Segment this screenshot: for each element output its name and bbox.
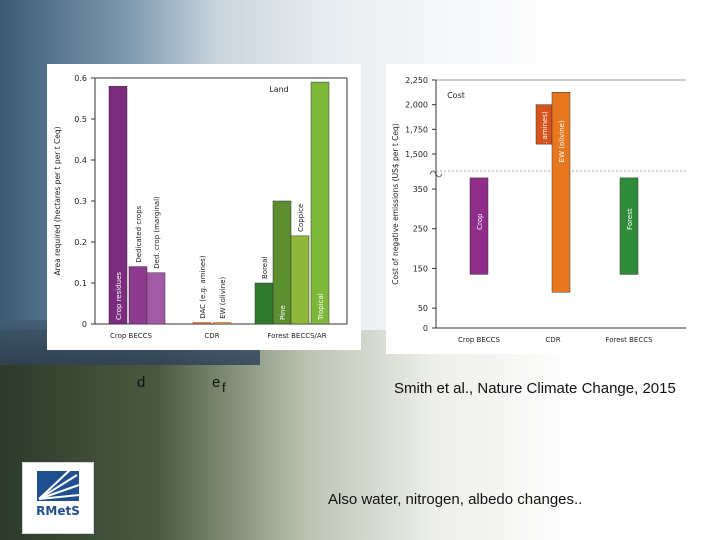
y-tick-label: 150 <box>413 264 428 273</box>
x-group-label: CDR <box>204 332 219 340</box>
bar <box>619 177 639 275</box>
panel-letter-e: e <box>212 374 221 391</box>
y-axis-title: Cost of negative emissions (US$ per t Ce… <box>391 123 400 285</box>
bar-label: Crop <box>476 213 484 230</box>
y-axis-title: Area required (hectares per t per t Ceq) <box>53 126 62 275</box>
y-tick-label: 0.5 <box>74 115 87 124</box>
bar <box>469 177 489 275</box>
bar <box>146 272 166 325</box>
y-tick-label: 1,500 <box>405 150 428 159</box>
bar-label: DAC (e.g. amines) <box>541 111 549 175</box>
y-tick-label: 0.2 <box>74 238 87 247</box>
bar-label: EW (olivine) <box>219 276 227 318</box>
x-group-label: Forest BECCS <box>605 336 653 344</box>
bar <box>108 85 128 325</box>
rmets-logo-graphic: RMetS <box>36 468 80 518</box>
chart-title: Land <box>269 85 289 94</box>
bar-label: Ded. crop (marginal) <box>153 196 161 269</box>
y-tick-label: 2,250 <box>405 76 428 85</box>
y-tick-label: 0.6 <box>74 74 87 83</box>
note-text: Also water, nitrogen, albedo changes.. <box>328 491 583 508</box>
y-tick-label: 0 <box>82 320 87 329</box>
bar-label: Crop residues <box>115 272 123 320</box>
bar-label: DAC (e.g. amines) <box>199 255 207 319</box>
cost-bar-chart: 0 50 150 250 350 1,500 1,750 2,000 2,250 Cost of … <box>391 76 686 344</box>
bar-label: EW (olivine) <box>558 120 566 162</box>
axis-break-mark <box>429 170 443 178</box>
panel-letter-d: d <box>137 374 146 391</box>
bar <box>551 92 571 293</box>
bar <box>290 235 310 325</box>
land-bar-chart: 0 0.1 0.2 0.3 0.4 0.5 0.6 Area required (hectar… <box>53 74 348 340</box>
bar <box>192 322 212 325</box>
landscape-background <box>0 330 720 540</box>
y-tick-label: 250 <box>413 225 428 234</box>
y-tick-label: 0.4 <box>74 156 87 165</box>
bar-label: Tropical <box>317 293 325 321</box>
rmets-logo: RMetS <box>22 462 94 534</box>
citation-text: Smith et al., Nature Climate Change, 201… <box>394 380 676 397</box>
bar-label: Forest <box>626 208 634 230</box>
chart-title: Cost <box>447 91 465 100</box>
y-tick-label: 0 <box>423 324 428 333</box>
x-group-label: Forest BECCS/AR <box>267 332 326 340</box>
y-tick-label: 0.1 <box>74 279 87 288</box>
x-group-label: CDR <box>545 336 560 344</box>
logo-text: RMetS <box>36 504 80 518</box>
bar <box>212 322 232 325</box>
y-tick-label: 1,750 <box>405 125 428 134</box>
land-chart-panel: 0 0.1 0.2 0.3 0.4 0.5 0.6 Area required (hectar… <box>47 64 361 350</box>
bar <box>310 81 330 325</box>
y-tick-label: 2,000 <box>405 101 428 110</box>
panel-letter-f: f <box>222 380 226 395</box>
y-tick-label: 50 <box>418 304 428 313</box>
bar <box>128 266 148 325</box>
bar-label: Boreal <box>261 257 269 279</box>
bar-label: Dedicated crops <box>135 205 143 262</box>
bar-label: Coppice <box>297 204 305 232</box>
x-group-label: Crop BECCS <box>110 332 153 340</box>
y-tick-label: 350 <box>413 185 428 194</box>
bar-label: Pine <box>279 305 287 320</box>
x-group-label: Crop BECCS <box>458 336 501 344</box>
bar <box>254 282 274 325</box>
y-tick-label: 0.3 <box>74 197 87 206</box>
cost-chart-panel: 0 50 150 250 350 1,500 1,750 2,000 2,250 Cost of … <box>386 64 704 354</box>
